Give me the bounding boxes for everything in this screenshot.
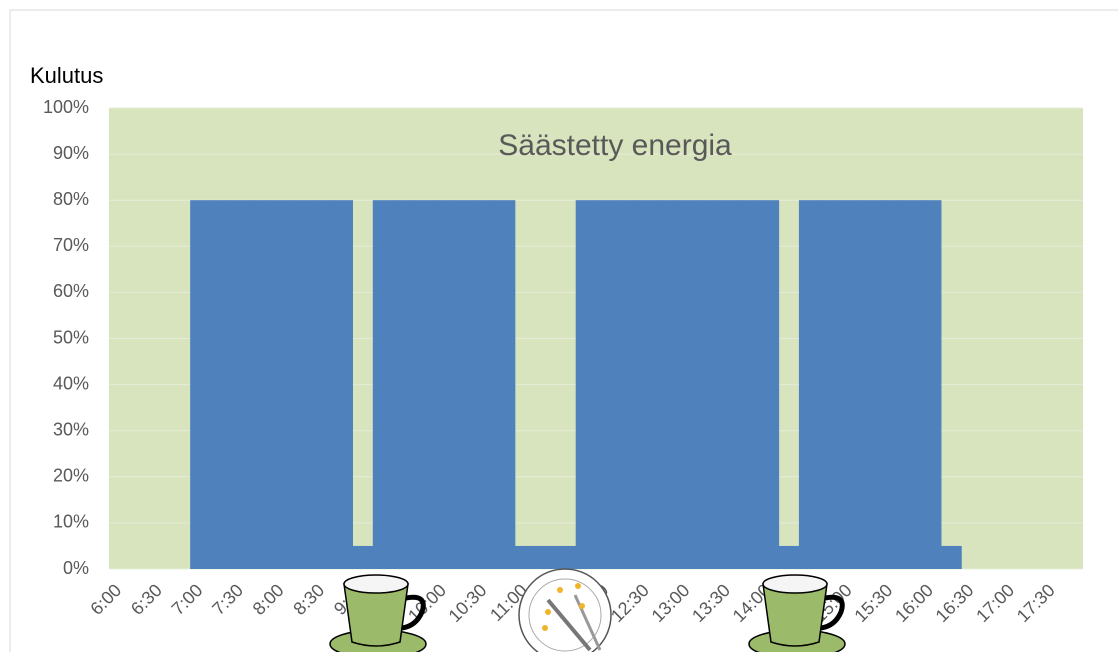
y-tick-label: 100% [43,97,89,117]
bar [677,200,698,569]
bar [352,545,374,569]
y-tick-label: 20% [53,466,89,486]
bar [393,200,414,569]
bar [514,545,536,569]
bar [758,200,780,569]
cup [343,583,409,647]
bar [697,200,719,569]
bar [433,200,455,569]
crumb [557,587,563,593]
bar [656,200,678,569]
bar [859,200,881,569]
bar [839,200,861,569]
cup [762,583,828,647]
crumb [575,583,581,589]
bar [291,200,313,569]
coffee-cup-icon [748,574,846,652]
y-tick-label: 90% [53,143,89,163]
y-tick-label: 70% [53,235,89,255]
bar [798,200,820,569]
bar [636,200,658,569]
bar [900,200,922,569]
crumb [542,625,548,631]
coffee-cup-icon [329,574,427,652]
plate-icon [518,568,612,652]
bar [819,200,840,569]
bar [311,200,333,569]
bar [738,200,759,569]
bar [494,200,516,569]
bar [190,200,211,569]
annotation: Säästetty energia [498,129,732,162]
bar [332,200,353,569]
y-tick-label: 10% [53,512,89,532]
cup-rim [343,574,409,594]
bar [555,545,577,569]
fork [546,598,592,652]
plate-inner [528,578,602,652]
bar [453,200,475,569]
bar [535,545,556,569]
y-tick-label: 30% [53,419,89,439]
bar [575,200,597,569]
bar [940,545,962,569]
y-tick-label: 50% [53,327,89,347]
bar [717,200,739,569]
cup-handle [401,594,426,631]
bar [251,200,272,569]
y-axis-title: Kulutus [30,63,103,88]
y-tick-label: 0% [63,558,89,578]
crumb [545,609,551,615]
y-tick-label: 40% [53,373,89,393]
bar [271,200,293,569]
plate [518,568,612,652]
bar [596,200,617,569]
cup-handle [820,594,845,631]
bar [372,200,394,569]
bar [616,200,638,569]
bar [210,200,232,569]
cup-rim [762,574,828,594]
bar [880,200,901,569]
bar [474,200,496,569]
bar [230,200,252,569]
y-tick-label: 60% [53,281,89,301]
bar [920,200,942,569]
bar [778,545,800,569]
crumb [579,603,585,609]
knife [573,594,602,651]
bar [413,200,435,569]
y-tick-label: 80% [53,189,89,209]
